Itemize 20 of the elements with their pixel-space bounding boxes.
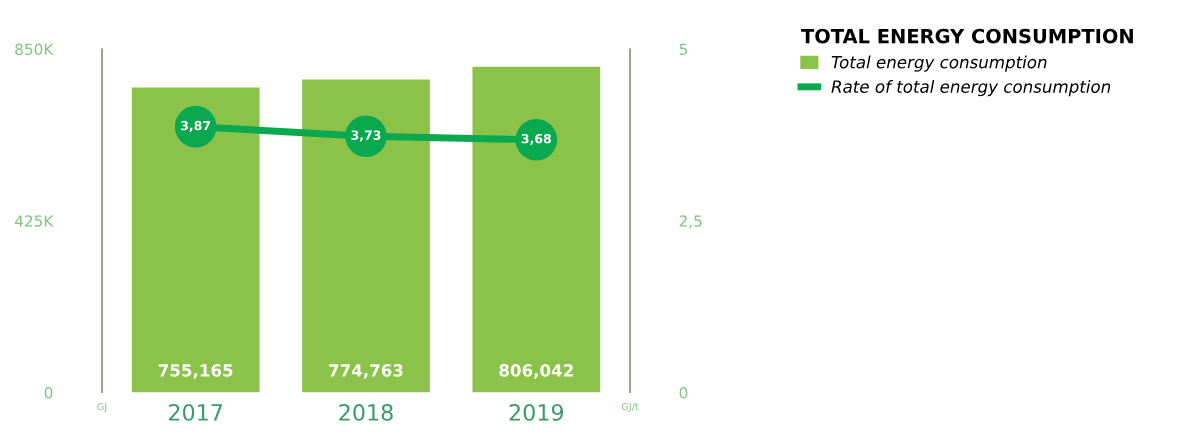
data-label: 806,042	[499, 364, 573, 379]
data-label: 774,763	[329, 364, 403, 379]
y2-tick-label: 0	[679, 386, 688, 399]
data-label: 3,73	[351, 130, 381, 142]
y2-tick-label: 5	[679, 43, 687, 56]
y-axis-title: GJ	[97, 402, 107, 413]
y-tick-label: 850K	[15, 43, 54, 56]
data-label: 755,165	[158, 364, 233, 379]
y2-tick-label: 2,5	[679, 215, 702, 229]
x-tick-label: 2019	[509, 403, 564, 421]
legend-title: TOTAL ENERGY CONSUMPTION	[801, 28, 1133, 44]
y-tick-label: 0	[44, 386, 53, 399]
data-label: 3,68	[521, 133, 551, 145]
data-label: 3,87	[181, 120, 211, 132]
y-tick-label: 425K	[14, 215, 54, 227]
x-tick-label: 2017	[169, 403, 223, 421]
y2-axis-title: GJ/t	[621, 402, 639, 413]
x-tick-label: 2018	[339, 403, 393, 421]
legend-label: Total energy consumption	[831, 55, 1047, 72]
legend-label: Rate of total energy consumption	[831, 80, 1111, 97]
